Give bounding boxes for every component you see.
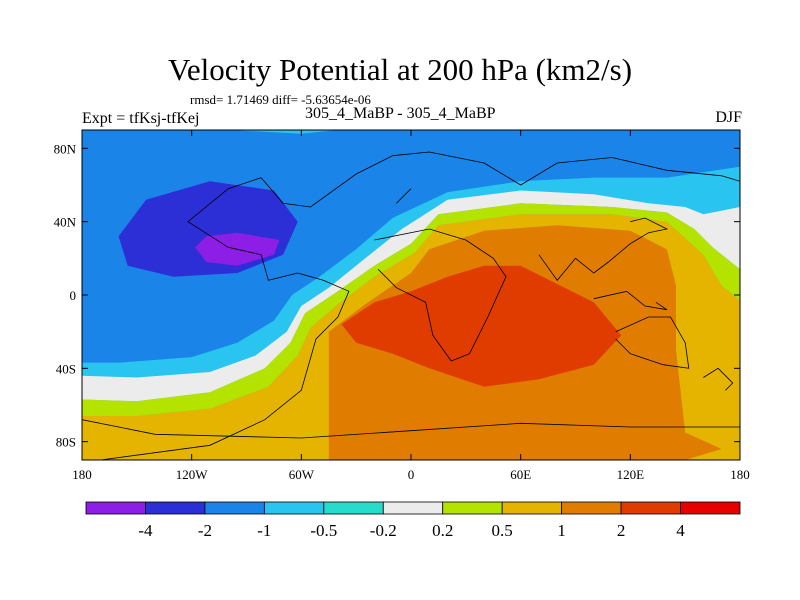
colorbar-tick-label: -4 [138, 521, 153, 540]
colorbar-swatch [501, 501, 563, 515]
colorbar-swatch [620, 501, 681, 515]
stats-line: rmsd= 1.71469 diff= -5.63654e-06 [190, 92, 371, 107]
x-tick-label: 180 [72, 467, 92, 482]
x-tick-label: 120W [176, 467, 209, 482]
colorbar-swatch [442, 501, 503, 515]
case-label: 305_4_MaBP - 305_4_MaBP [305, 105, 496, 122]
coastline-7 [396, 188, 412, 204]
y-tick-label: 0 [70, 288, 77, 303]
colorbar-tick-label: 0.5 [492, 521, 513, 540]
coastline-4 [703, 367, 734, 391]
colorbar: -4 -2 -1 -0.5 -0.2 0.2 0.5 1 2 4 [85, 501, 741, 540]
colorbar-swatch [145, 501, 206, 515]
y-tick-label: 80S [56, 435, 76, 450]
coastline-5 [82, 419, 740, 439]
colorbar-swatch [85, 501, 146, 515]
colorbar-tick-label: 0.2 [432, 521, 453, 540]
colorbar-swatch [382, 501, 444, 515]
colorbar-swatch [204, 501, 265, 515]
colorbar-swatch [263, 501, 325, 515]
x-axis: 180 120W 60W 0 60E 120E 180 [72, 130, 750, 482]
y-tick-label: 40N [54, 215, 77, 230]
field-neg-mid [82, 166, 740, 378]
experiment-label: Expt = tfKsj-tfKej [82, 110, 200, 127]
chart-title: Velocity Potential at 200 hPa (km2/s) [167, 52, 633, 87]
season-label: DJF [715, 109, 742, 126]
x-tick-label: 180 [730, 467, 750, 482]
colorbar-tick-label: -0.2 [370, 521, 397, 540]
field-pos-peak [341, 265, 622, 387]
coastlines [82, 151, 740, 460]
colorbar-swatch [561, 501, 622, 515]
colorbar-swatch [680, 501, 741, 515]
x-tick-label: 120E [617, 467, 645, 482]
colorbar-tick-label: 4 [676, 521, 685, 540]
field-pos-low [82, 203, 740, 416]
x-tick-label: 60W [289, 467, 315, 482]
colorbar-tick-label: 2 [617, 521, 626, 540]
coastline-3 [615, 316, 690, 369]
colorbar-swatch [323, 501, 384, 515]
x-tick-label: 60E [510, 467, 531, 482]
coastline-1 [374, 228, 507, 362]
coastline-0 [100, 151, 740, 460]
colorbar-tick-label: -0.5 [310, 521, 337, 540]
y-tick-label: 40S [56, 361, 76, 376]
colorbar-tick-label: -1 [257, 521, 271, 540]
y-tick-label: 80N [54, 141, 77, 156]
colorbar-tick-label: 1 [557, 521, 566, 540]
coastline-2 [538, 217, 669, 281]
colorbar-tick-label: -2 [198, 521, 212, 540]
x-tick-label: 0 [408, 467, 415, 482]
y-axis: 80N 40N 0 40S 80S [54, 141, 740, 450]
coastline-6 [593, 290, 668, 311]
